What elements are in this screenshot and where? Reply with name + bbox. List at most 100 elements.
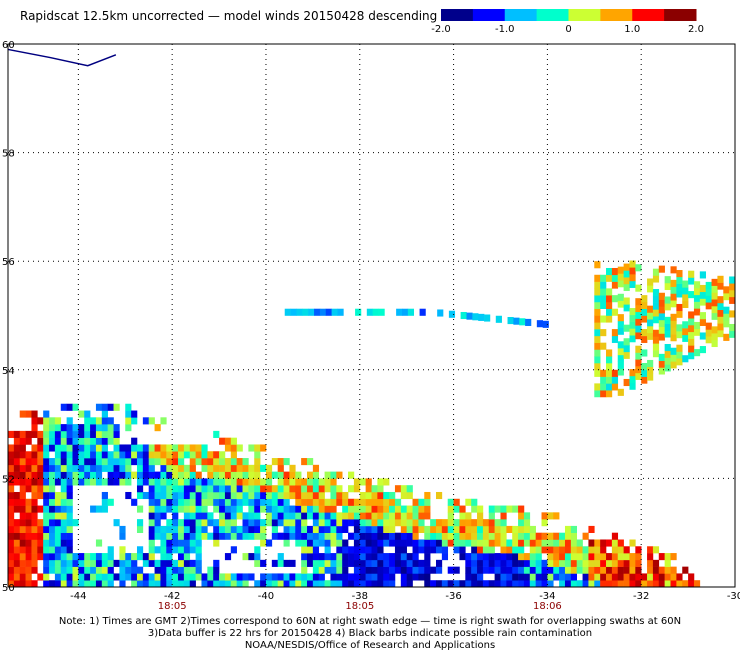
data-cell (160, 458, 167, 466)
data-cell (201, 573, 208, 581)
data-cell (260, 580, 267, 588)
data-cell (348, 505, 355, 513)
data-cell (189, 478, 196, 486)
data-cell (19, 437, 26, 445)
data-cell (119, 553, 126, 561)
data-cell (594, 329, 601, 337)
data-cell (330, 491, 337, 500)
data-cell (260, 525, 267, 533)
data-cell (125, 573, 132, 581)
data-cell (148, 485, 155, 493)
data-cell (271, 471, 278, 479)
data-cell (406, 519, 413, 527)
data-cell (594, 322, 601, 330)
data-cell (166, 525, 173, 533)
data-cell (424, 566, 431, 574)
data-cell (254, 478, 261, 486)
data-cell (676, 358, 683, 366)
data-cell (389, 512, 396, 520)
data-cell (172, 580, 179, 588)
data-cell (324, 539, 331, 547)
data-cell (477, 580, 484, 588)
data-cell (512, 525, 519, 533)
data-cell (60, 491, 67, 500)
data-cell (312, 532, 320, 540)
data-cell (60, 485, 67, 493)
data-cell (78, 444, 85, 452)
data-cell (453, 532, 460, 540)
data-cell (183, 559, 191, 567)
data-cell (435, 525, 443, 533)
data-cell (418, 546, 425, 554)
data-cell (66, 464, 73, 472)
colorbar-segment (536, 9, 569, 21)
data-cell (477, 525, 484, 533)
data-cell (336, 553, 343, 561)
data-cell (419, 308, 426, 316)
data-cell (213, 580, 220, 588)
data-cell (125, 451, 132, 459)
data-cell (307, 539, 314, 547)
data-cell (312, 512, 320, 520)
data-cell (318, 573, 325, 581)
data-cell (494, 573, 501, 581)
data-cell (447, 498, 454, 506)
data-cell (131, 566, 138, 574)
data-cell (611, 267, 619, 276)
data-cell (213, 525, 220, 533)
data-cell (330, 471, 337, 479)
data-cell (435, 491, 443, 500)
data-cell (189, 519, 196, 527)
data-cell (629, 274, 636, 282)
data-cell (460, 311, 467, 320)
data-cell (113, 478, 120, 486)
data-cell (383, 519, 390, 527)
data-cell (277, 580, 284, 588)
data-cell (482, 566, 490, 574)
data-cell (412, 519, 419, 527)
data-cell (242, 478, 249, 486)
data-cell (477, 519, 484, 527)
data-cell (553, 512, 560, 520)
data-cell (629, 335, 636, 343)
data-cell (189, 505, 196, 513)
data-cell (60, 532, 67, 540)
data-cell (25, 437, 32, 445)
data-cell (8, 573, 15, 581)
data-cell (523, 532, 531, 540)
data-cell (348, 559, 355, 567)
data-cell (353, 498, 361, 506)
data-cell (535, 553, 542, 561)
data-cell (729, 276, 736, 284)
data-cell (611, 376, 619, 384)
data-cell (265, 478, 273, 486)
data-cell (635, 318, 642, 326)
data-cell (160, 566, 167, 574)
data-cell (318, 553, 325, 561)
data-cell (101, 437, 108, 445)
data-cell (658, 573, 665, 581)
data-cell (682, 355, 689, 363)
data-cell (295, 485, 302, 493)
data-cell (576, 553, 583, 561)
data-cell (207, 451, 214, 459)
data-cell (477, 532, 484, 540)
data-cell (418, 512, 425, 520)
data-cell (142, 471, 150, 479)
x-tick-labels: -44 -42 -40 -38 -36 -34 -32 -30 (70, 591, 740, 602)
data-cell (617, 546, 624, 554)
data-cell (641, 580, 648, 588)
data-cell (389, 491, 396, 500)
data-cell (84, 553, 91, 561)
data-cell (295, 519, 302, 527)
data-cell (389, 553, 396, 561)
data-cell (466, 312, 473, 320)
data-cell (295, 498, 302, 506)
data-cell (19, 546, 26, 554)
data-cell (95, 403, 103, 411)
data-cell (518, 519, 525, 527)
data-cell (37, 553, 44, 561)
data-cell (488, 532, 495, 540)
data-cell (676, 344, 683, 352)
data-cell (378, 308, 385, 316)
